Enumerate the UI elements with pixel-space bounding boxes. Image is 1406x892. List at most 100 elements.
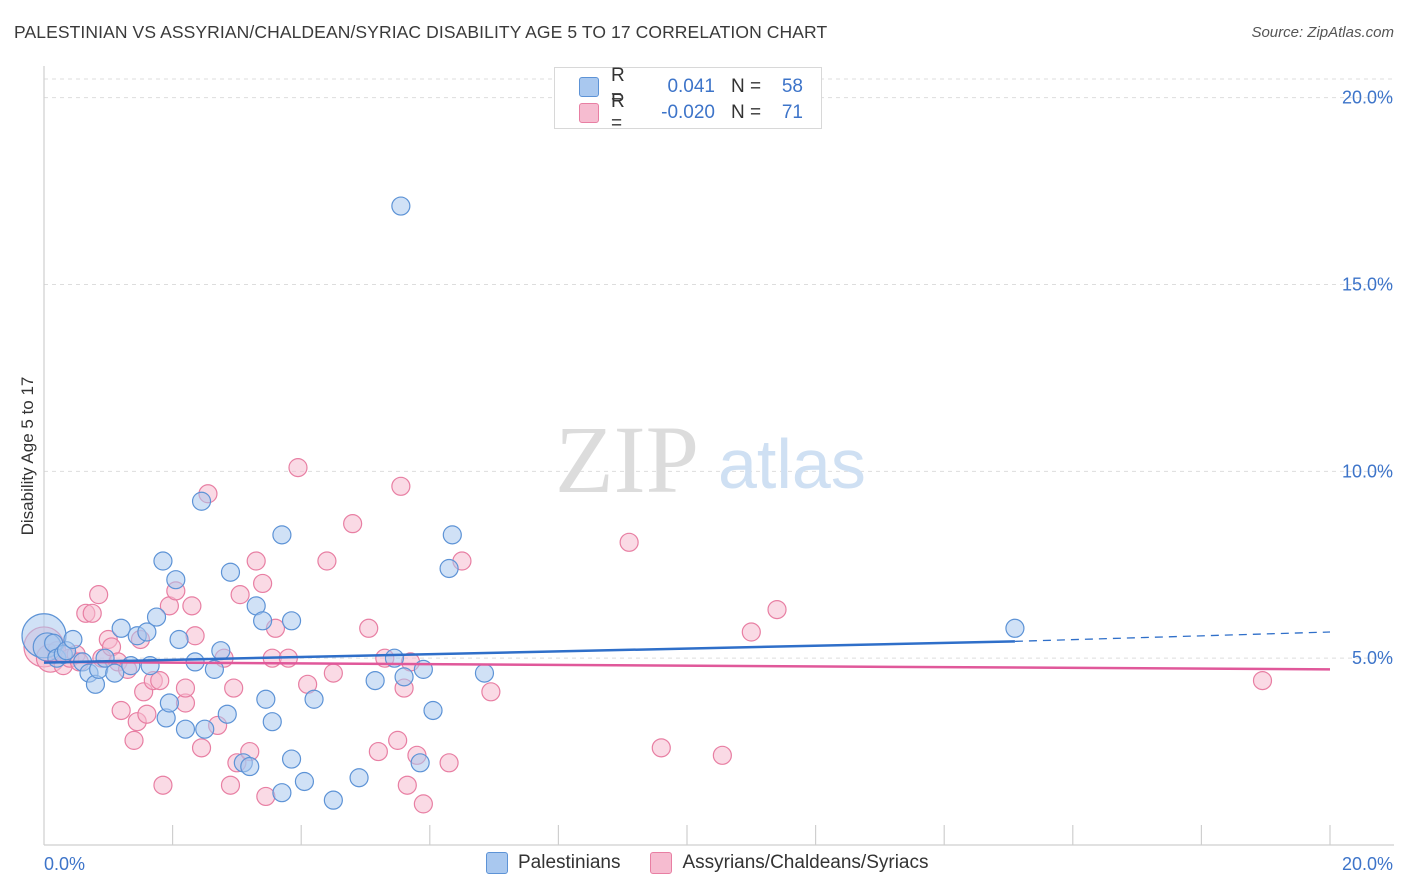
data-point-palestinians (146, 607, 167, 627)
data-point-palestinians (281, 611, 302, 631)
data-point-assyrians (391, 476, 411, 496)
trend-line-assyrians (43, 660, 1331, 671)
watermark-zip: ZIP (555, 406, 699, 513)
pink-swatch (650, 852, 673, 874)
y-tick-label: 5.0% (1352, 648, 1393, 668)
data-point-assyrians (413, 794, 433, 814)
data-point-assyrians (124, 730, 144, 750)
data-point-palestinians (204, 659, 224, 679)
data-point-assyrians (82, 603, 102, 623)
data-point-assyrians (712, 745, 732, 765)
data-point-palestinians (365, 670, 385, 691)
data-point-palestinians (281, 749, 302, 769)
data-point-assyrians (741, 622, 761, 642)
data-point-palestinians (442, 525, 462, 545)
correlation-legend: R = 0.041 N = 58 R = -0.020 N = 71 (554, 65, 822, 134)
data-point-palestinians (191, 491, 212, 511)
axes (43, 66, 1394, 846)
r-value: -0.020 (661, 102, 715, 123)
watermark-atlas: atlas (718, 425, 866, 503)
y-tick-label: 10.0% (1342, 461, 1393, 481)
trend-line-palestinians-extension (1014, 631, 1331, 643)
data-point-palestinians (121, 656, 141, 676)
data-point-assyrians (288, 458, 308, 478)
data-point-assyrians (89, 585, 109, 605)
data-point-palestinians (262, 712, 282, 732)
legend-row-palestinians: R = 0.041 N = 58 (579, 65, 803, 108)
data-point-palestinians (1005, 618, 1025, 638)
data-point-assyrians (397, 775, 417, 795)
data-point-palestinians (474, 663, 495, 683)
data-point-assyrians (323, 663, 343, 683)
data-point-palestinians (439, 558, 459, 579)
trend-line-palestinians (43, 640, 1015, 664)
data-point-palestinians (323, 790, 343, 810)
data-point-palestinians (294, 771, 315, 792)
data-point-palestinians (153, 551, 173, 571)
data-point-palestinians (391, 196, 411, 216)
data-point-assyrians (137, 704, 157, 724)
data-point-assyrians (388, 730, 408, 750)
data-point-assyrians (439, 753, 459, 773)
r-label: R = (611, 65, 625, 108)
r-label: R = (611, 91, 625, 134)
data-point-assyrians (191, 738, 212, 758)
data-point-palestinians (175, 719, 196, 739)
blue-swatch (579, 77, 599, 97)
data-point-palestinians (105, 663, 125, 683)
data-point-palestinians (111, 618, 131, 638)
data-point-palestinians (220, 562, 241, 582)
trend-lines (43, 631, 1331, 671)
y-tick-label: 20.0% (1342, 88, 1393, 108)
data-point-palestinians (423, 700, 443, 721)
data-point-assyrians (111, 700, 131, 721)
x-tick-label-max: 20.0% (1342, 854, 1393, 874)
r-value: 0.041 (667, 76, 715, 97)
data-point-palestinians (169, 629, 189, 650)
data-point-assyrians (651, 738, 671, 758)
data-point-palestinians (217, 704, 237, 724)
y-tick-label: 15.0% (1342, 275, 1393, 295)
series-legend: Palestinians Assyrians/Chaldeans/Syriacs (486, 852, 959, 874)
data-point-assyrians (317, 551, 337, 571)
data-point-palestinians (240, 756, 260, 777)
data-point-palestinians (195, 719, 215, 739)
data-point-palestinians (211, 641, 231, 661)
data-point-assyrians (481, 682, 501, 702)
grid-lines (44, 78, 1394, 659)
pink-swatch (579, 103, 599, 123)
data-point-palestinians (166, 570, 186, 590)
data-point-assyrians (185, 626, 205, 646)
data-point-palestinians (304, 689, 324, 709)
data-point-assyrians (182, 596, 202, 616)
data-point-assyrians (359, 618, 379, 638)
data-point-assyrians (256, 786, 276, 807)
data-point-assyrians (1252, 670, 1273, 691)
data-point-assyrians (253, 573, 273, 594)
data-point-palestinians (63, 629, 83, 650)
data-point-palestinians (349, 768, 369, 788)
n-label: N = (731, 102, 762, 123)
blue-swatch (486, 852, 508, 874)
data-point-palestinians (253, 611, 273, 631)
legend-label: Assyrians/Chaldeans/Syriacs (682, 852, 929, 873)
tick-labels: 5.0% 10.0% 15.0% 20.0% 0.0% 20.0% (44, 88, 1393, 874)
data-point-assyrians (368, 741, 388, 762)
data-point-assyrians (246, 551, 266, 571)
legend-item-assyrians[interactable]: Assyrians/Chaldeans/Syriacs (650, 852, 929, 874)
watermark: ZIP atlas (555, 406, 866, 513)
source-credit: Source: ZipAtlas.com (1251, 24, 1394, 41)
legend-item-palestinians[interactable]: Palestinians (486, 852, 620, 874)
data-point-palestinians (410, 753, 430, 773)
data-point-palestinians (394, 667, 414, 687)
data-point-assyrians (767, 599, 787, 620)
data-point-assyrians (224, 678, 244, 698)
data-point-palestinians (272, 783, 292, 803)
data-point-palestinians (256, 689, 276, 709)
data-point-assyrians (619, 532, 639, 552)
data-point-assyrians (220, 775, 241, 795)
data-point-assyrians (343, 514, 363, 534)
data-point-palestinians (159, 693, 179, 713)
data-point-palestinians (137, 622, 157, 642)
